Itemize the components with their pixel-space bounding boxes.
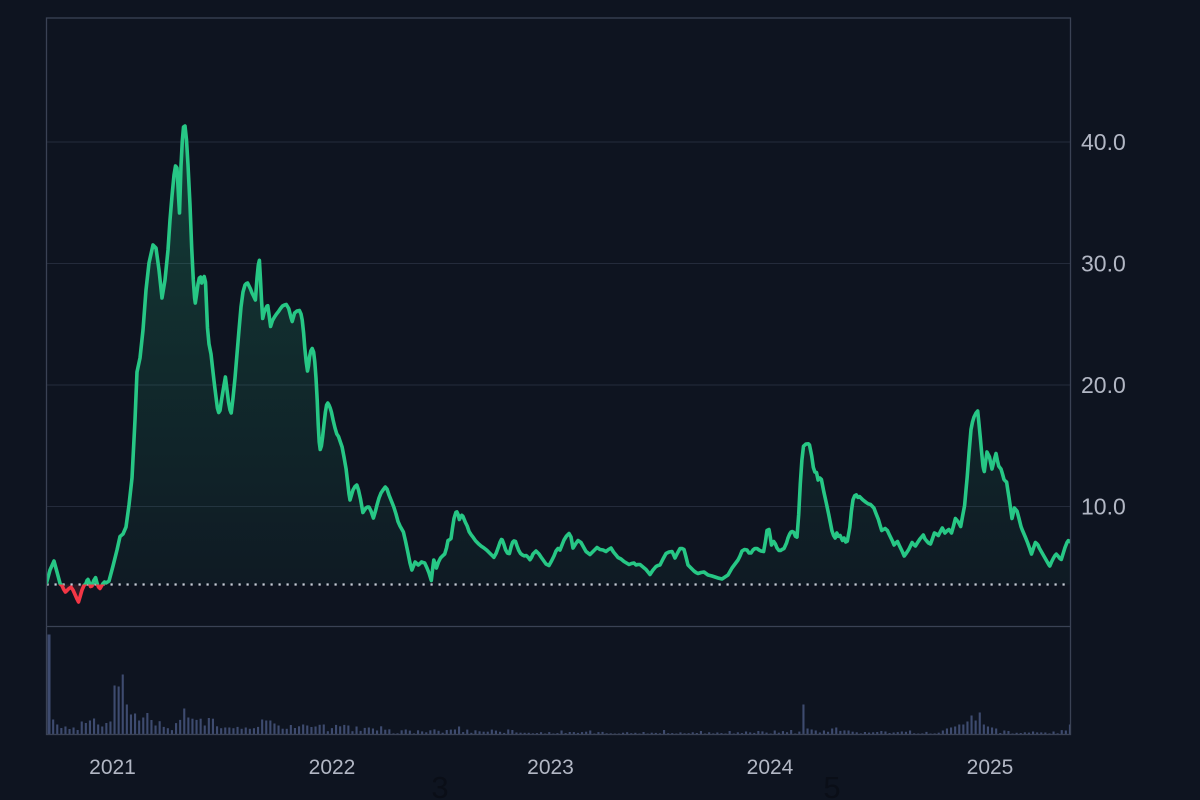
svg-text:2023: 2023 bbox=[527, 756, 574, 779]
svg-text:30.0: 30.0 bbox=[1081, 251, 1126, 277]
svg-text:2025: 2025 bbox=[967, 756, 1014, 779]
svg-text:2022: 2022 bbox=[309, 756, 356, 779]
svg-text:2021: 2021 bbox=[89, 756, 136, 779]
svg-text:2024: 2024 bbox=[747, 756, 794, 779]
svg-text:3: 3 bbox=[431, 770, 448, 800]
svg-text:10.0: 10.0 bbox=[1081, 494, 1126, 520]
svg-text:5: 5 bbox=[823, 770, 840, 800]
svg-text:40.0: 40.0 bbox=[1081, 129, 1126, 155]
svg-text:20.0: 20.0 bbox=[1081, 372, 1126, 398]
